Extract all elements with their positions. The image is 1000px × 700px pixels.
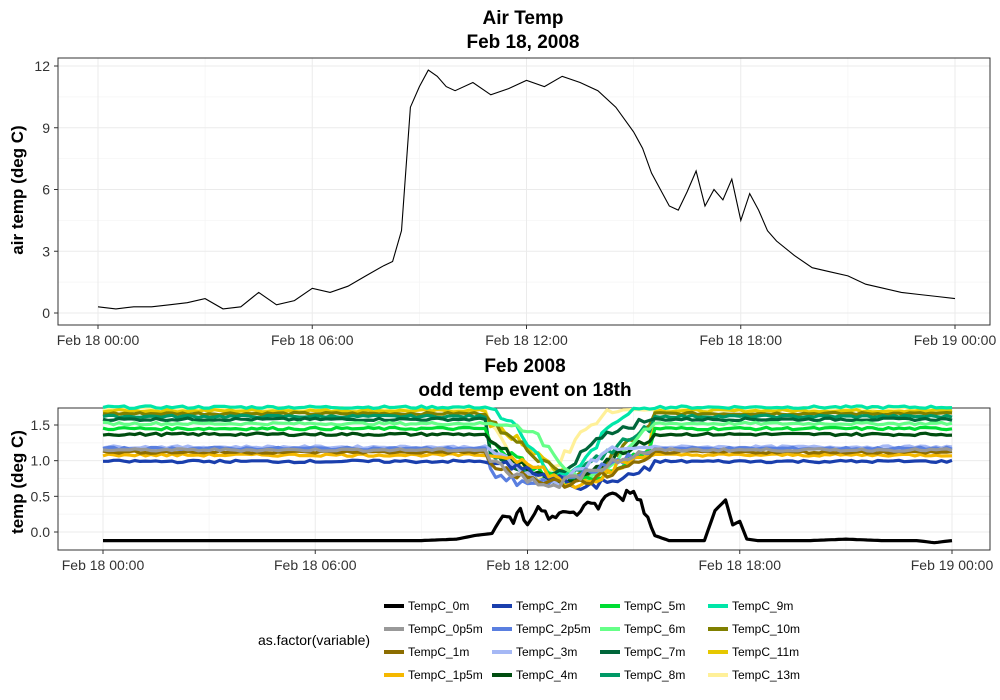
legend-label: TempC_2m: [516, 599, 577, 613]
legend-item: TempC_4m: [492, 668, 577, 682]
legend-item: TempC_1m: [384, 645, 469, 659]
legend-item: TempC_1p5m: [384, 668, 483, 682]
legend-item: TempC_5m: [600, 599, 685, 613]
legend-item: TempC_9m: [708, 599, 793, 613]
legend-label: TempC_5m: [624, 599, 685, 613]
chart1-y-tick-label: 0: [42, 305, 50, 321]
legend-label: TempC_7m: [624, 645, 685, 659]
legend-label: TempC_9m: [732, 599, 793, 613]
chart1-y-tick-label: 6: [42, 182, 50, 198]
chart1-plot-area: 0 3 6 9 12 Feb 18 00:00 Feb 18 06:00 Feb 18 12:…: [34, 57, 997, 348]
chart1-x-tick-label: Feb 18 06:00: [271, 332, 354, 348]
chart2-y-tick-label: 1.0: [31, 453, 51, 469]
legend-label: TempC_3m: [516, 645, 577, 659]
legend-item: TempC_2m: [492, 599, 577, 613]
chart1-y-tick-label: 9: [42, 120, 50, 136]
legend: TempC_0m TempC_0p5m TempC_1m TempC_1p5m Temp…: [384, 599, 800, 682]
legend-item: TempC_11m: [708, 645, 799, 659]
legend-label: TempC_1m: [408, 645, 469, 659]
chart1-x-tick-label: Feb 18 12:00: [485, 332, 568, 348]
chart2-series-line-TempC_2m: [103, 458, 953, 491]
legend-label: TempC_10m: [732, 622, 800, 636]
legend-item: TempC_2p5m: [492, 622, 591, 636]
legend-item: TempC_7m: [600, 645, 685, 659]
chart2-subtitle: odd temp event on 18th: [418, 380, 631, 401]
chart2-x-tick-label: Feb 18 00:00: [62, 557, 145, 573]
legend-label: TempC_11m: [732, 645, 799, 659]
chart1-series-line: [97, 69, 956, 310]
chart1-x-tick-label: Feb 19 00:00: [914, 332, 997, 348]
legend-label: TempC_4m: [516, 668, 577, 682]
chart2-y-tick-label: 0.5: [31, 488, 51, 504]
legend-label: TempC_13m: [732, 668, 800, 682]
chart2-x-tick-label: Feb 18 18:00: [698, 557, 781, 573]
chart2-series-line-TempC_11m: [102, 407, 953, 484]
chart2-x-tick-label: Feb 18 06:00: [274, 557, 357, 573]
chart1-title: Air Temp: [483, 8, 564, 29]
legend-title: as.factor(variable): [258, 632, 370, 648]
chart2-plot-area: 0.0 0.5 1.0 1.5 Feb 18 00:00 Feb 18 06:00 Feb …: [31, 404, 994, 573]
legend-item: TempC_6m: [600, 622, 685, 636]
chart1-y-tick-label: 12: [34, 58, 50, 74]
chart1-panel-border: [57, 57, 991, 326]
legend-item: TempC_0m: [384, 599, 469, 613]
chart2-title: Feb 2008: [484, 356, 565, 377]
legend-item: TempC_0p5m: [384, 622, 483, 636]
chart2-series-group: [102, 404, 953, 545]
legend-item: TempC_10m: [708, 622, 800, 636]
legend-label: TempC_8m: [624, 668, 685, 682]
chart1-x-tick-label: Feb 18 00:00: [57, 332, 140, 348]
chart2-series-line-TempC_4m: [102, 431, 953, 484]
legend-label: TempC_6m: [624, 622, 685, 636]
legend-label: TempC_2p5m: [516, 622, 591, 636]
legend-item: TempC_8m: [600, 668, 685, 682]
chart1-y-axis-label: air temp (deg C): [8, 125, 27, 254]
chart2-series-line-TempC_1p5m: [102, 452, 953, 490]
legend-item: TempC_3m: [492, 645, 577, 659]
chart2-y-axis-label: temp (deg C): [8, 430, 27, 534]
chart1-subtitle: Feb 18, 2008: [466, 32, 579, 53]
chart2-x-tick-label: Feb 18 12:00: [486, 557, 569, 573]
chart2-series-line-TempC_1m: [102, 449, 953, 489]
chart2-y-tick-label: 1.5: [31, 417, 51, 433]
chart2-series-line-TempC_0p5m: [102, 447, 953, 489]
chart2-series-line-TempC_6m: [102, 420, 953, 485]
chart2-y-tick-label: 0.0: [31, 524, 51, 540]
chart1-y-tick-label: 3: [42, 243, 50, 259]
chart1-x-tick-label: Feb 18 18:00: [699, 332, 782, 348]
chart2-panel-border: [57, 407, 991, 551]
legend-label: TempC_0m: [408, 599, 469, 613]
chart2-series-line-TempC_0m: [103, 488, 953, 545]
chart2-series-line-TempC_9m: [102, 404, 953, 477]
legend-label: TempC_0p5m: [408, 622, 483, 636]
legend-label: TempC_1p5m: [408, 668, 483, 682]
legend-item: TempC_13m: [708, 668, 800, 682]
chart2-x-tick-label: Feb 19 00:00: [911, 557, 994, 573]
